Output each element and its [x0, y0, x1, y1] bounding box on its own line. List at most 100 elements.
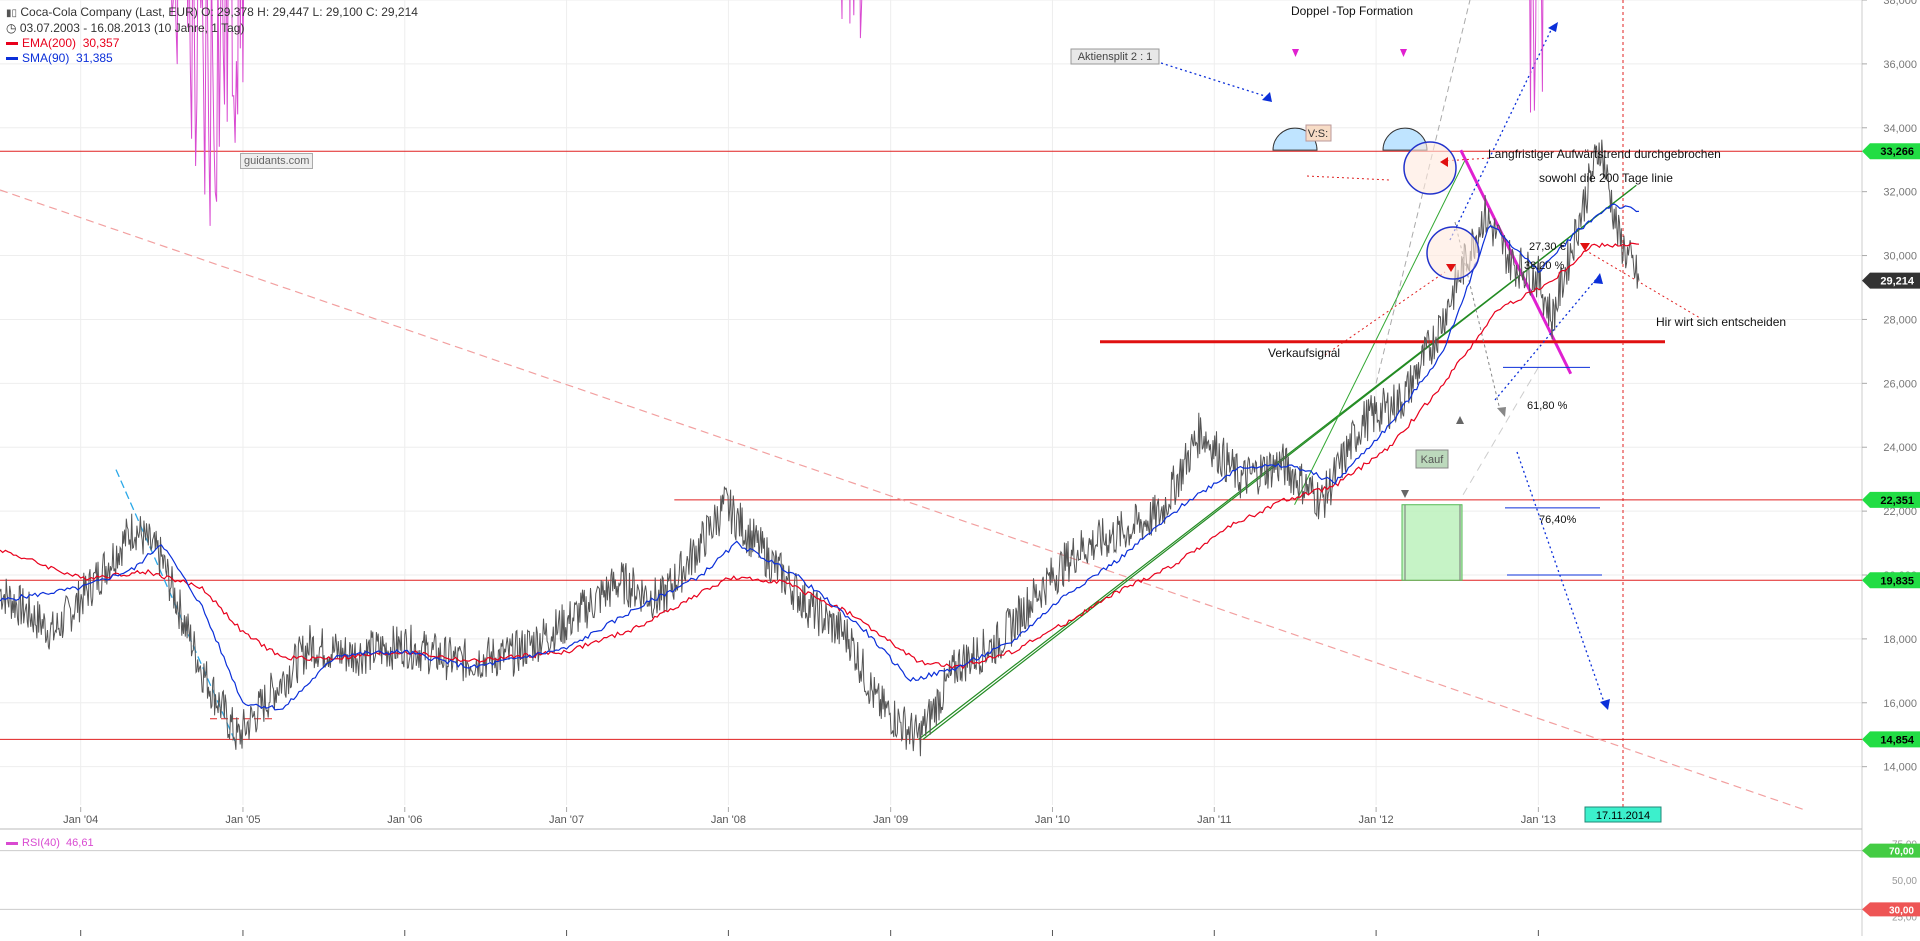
sma-value: 31,385 [76, 51, 113, 65]
x-axis-tick-label: Jan '05 [225, 814, 260, 826]
rsi-tick-label: 50,00 [1892, 876, 1917, 887]
price-tag-support-2: 19,835 [1880, 575, 1914, 587]
clock-icon: ◷ [6, 21, 17, 35]
date-marker-label: 17.11.2014 [1596, 810, 1650, 822]
kauf-zone [1401, 504, 1463, 581]
ema-value: 30,357 [82, 36, 120, 50]
price-tag-support-2-bg [1862, 572, 1920, 589]
x-axis-tick-label: Jan '12 [1359, 814, 1394, 826]
rsi-lower-tag-bg [1862, 902, 1920, 917]
sell-triangle [1446, 264, 1456, 272]
x-axis-tick-label: Jan '07 [549, 814, 584, 826]
trend-triangle [1440, 157, 1448, 167]
sma-90-line [0, 203, 1640, 711]
y-axis-tick-label: 18,000 [1883, 634, 1917, 646]
kauf-box [1415, 449, 1449, 469]
vs-label: V:S: [1308, 128, 1328, 140]
watermark: guidants.com [240, 153, 314, 169]
y-axis-tick-label: 22,000 [1883, 506, 1917, 518]
price-tag-support-1-bg [1862, 491, 1920, 508]
x-axis-tick-label: Jan '04 [63, 814, 98, 826]
fib-up-arrowhead [1593, 273, 1603, 284]
y-axis: 14,00016,00018,00020,00022,00024,00026,0… [1862, 0, 1920, 774]
rsi-legend[interactable]: RSI(40) 46,61 [6, 837, 94, 849]
up-arrowhead [1548, 22, 1558, 32]
ema-label: EMA(200) [22, 36, 77, 50]
sma-label: SMA(90) [22, 51, 70, 65]
tage-linie-label: sowohl die 200 Tage linie [1539, 171, 1673, 185]
rsi-upper-tag: 70,00 [1889, 847, 1914, 858]
decision-pointer [1584, 249, 1701, 319]
short-uptrend-line [1294, 159, 1466, 505]
range-label: 03.07.2003 - 16.08.2013 (10 Jahre, 1 Tag… [19, 21, 245, 35]
price-tag-support-3: 14,854 [1880, 734, 1915, 746]
split-arrowhead [1262, 92, 1272, 102]
rsi-value: 46,61 [66, 837, 94, 849]
x-axis-tick-label: Jan '11 [1197, 814, 1231, 826]
lower-dashed-line [1459, 367, 1539, 501]
price-series [0, 139, 1640, 757]
doppel-arrow-left [1292, 49, 1299, 57]
instrument-label: Coca-Cola Company (Last, EUR) [20, 5, 198, 19]
ohlc-values: O: 29,378 H: 29,447 L: 29,100 C: 29,214 [201, 5, 418, 19]
price-tag-resistance-bg [1862, 143, 1920, 160]
horizontal-lines [0, 150, 1862, 740]
annotation-marks [1262, 22, 1628, 822]
sma-swatch [6, 57, 18, 61]
fib-7640-label: 76,40% [1539, 514, 1577, 526]
instrument-row: ▮▯ Coca-Cola Company (Last, EUR) O: 29,3… [6, 5, 418, 21]
price-tag-support-3-bg [1862, 731, 1920, 748]
y-axis-tick-label: 24,000 [1883, 442, 1917, 454]
aktiensplit-box [1070, 48, 1160, 65]
price-tag-support-1: 22,351 [1880, 495, 1914, 507]
verkauf-pointer [1324, 271, 1446, 356]
y-axis-tick-label: 38,000 [1883, 0, 1917, 7]
long-term-downtrend-line [0, 189, 1806, 811]
price-tag-resistance: 33,266 [1880, 146, 1914, 158]
x-axis: Jan '04 Jan '05 Jan '06 Jan '07 Jan '08 Jan '… [63, 807, 1556, 826]
ema-swatch [6, 42, 18, 46]
price-tag-last-bg [1862, 272, 1920, 289]
x-axis-tick-label: Jan '09 [873, 814, 908, 826]
breakout-circle [1403, 141, 1457, 195]
y-axis-tick-label: 30,000 [1883, 251, 1917, 263]
chart-info-panel: ▮▯ Coca-Cola Company (Last, EUR) O: 29,3… [6, 5, 418, 66]
x-axis-tick-label: Jan '06 [387, 814, 422, 826]
rsi-lower-tag: 30,00 [1889, 905, 1914, 916]
ema-legend[interactable]: EMA(200) 30,357 [6, 36, 418, 51]
fib-up-arrow-line [1494, 276, 1599, 401]
price-tag-last: 29,214 [1880, 276, 1915, 288]
sma-legend[interactable]: SMA(90) 31,385 [6, 51, 418, 66]
kauf-arrow-up [1456, 416, 1464, 424]
x-axis-tick-label: Jan '08 [711, 814, 746, 826]
y-axis-tick-label: 16,000 [1883, 698, 1917, 710]
kauf-label: Kauf [1421, 454, 1445, 466]
grey-arrowhead [1497, 407, 1506, 417]
x-axis-tick-label: Jan '10 [1035, 814, 1070, 826]
vs-pointer [1306, 175, 1391, 181]
rsi-tick-label: 25,00 [1892, 913, 1917, 924]
y-axis-tick-label: 34,000 [1883, 123, 1917, 135]
split-arrow-line [1141, 56, 1269, 98]
uptrend-line-2 [922, 184, 1637, 740]
y-axis-tick-label: 26,000 [1883, 378, 1917, 390]
annotation-texts: Doppel -Top Formation Aktiensplit 2 : 1 V:… [1070, 4, 1786, 823]
fib-6180-label: 61,80 % [1527, 400, 1568, 412]
fib-2730-label: 27,30 € [1529, 241, 1566, 253]
trend-pointer [1441, 157, 1491, 162]
range-row: ◷ 03.07.2003 - 16.08.2013 (10 Jahre, 1 T… [6, 21, 418, 36]
doppel-arrow-right [1400, 49, 1407, 57]
doppel-top-label: Doppel -Top Formation [1291, 4, 1413, 18]
fib-3820-label: 38,20 % [1524, 260, 1565, 272]
decision-label: Hir wirt sich entscheiden [1656, 315, 1786, 329]
verkaufsignal-label: Verkaufsignal [1268, 346, 1340, 360]
target-triangle [1580, 243, 1590, 251]
y-axis-tick-label: 28,000 [1883, 314, 1917, 326]
rsi-swatch [6, 841, 18, 845]
ema-200-line [0, 242, 1640, 670]
kauf-arrow-down [1401, 490, 1409, 498]
